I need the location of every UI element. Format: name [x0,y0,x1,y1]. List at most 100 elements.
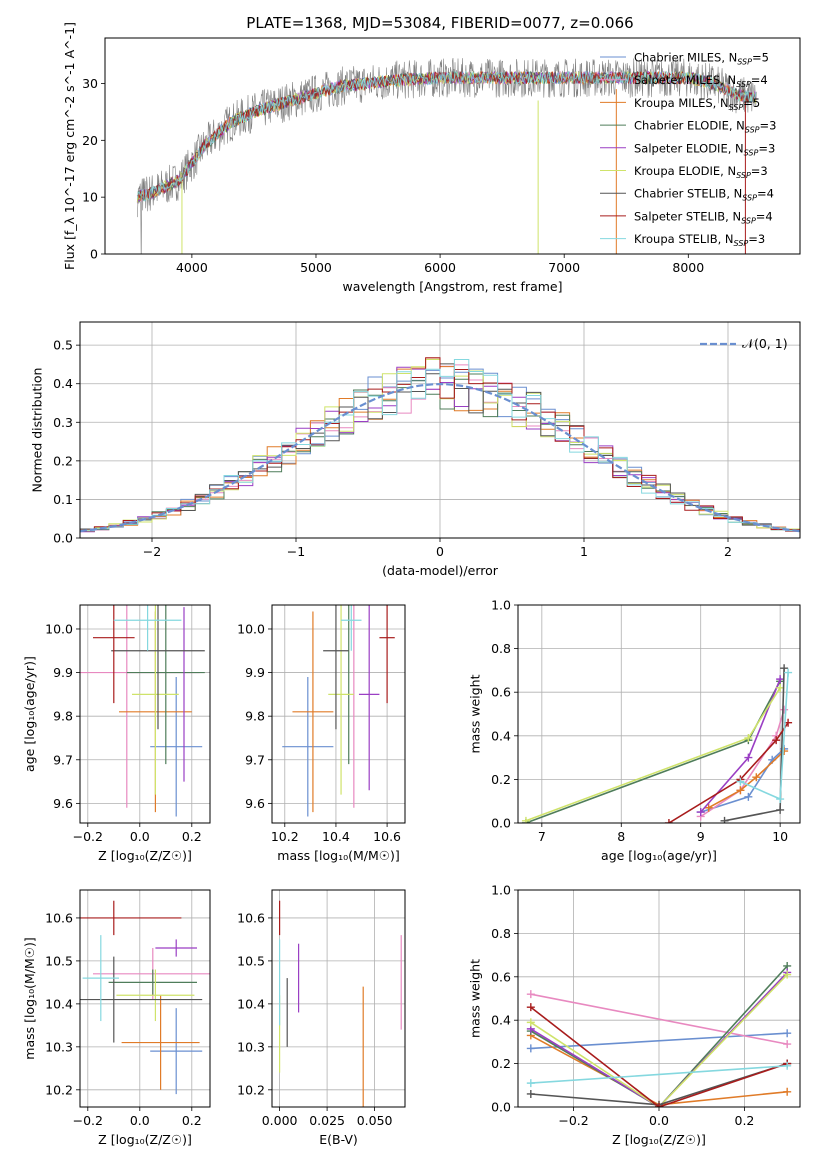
residuals-y-tick-label: 0.3 [53,415,73,430]
residual-histograms [80,357,800,534]
gaussian-legend-label: 𝒩(0, 1) [742,336,788,351]
residuals-x-tick-label: −2 [143,544,161,559]
weight_vs_Z-lines [526,961,792,1107]
weight-line [708,750,785,809]
weight_vs_Z-x-label: Z [log₁₀(Z/Z☉)] [612,1132,706,1147]
spectrum-y-tick-label: 10 [82,190,98,205]
age_vs_mass-x-tick-label: 10.6 [373,829,401,844]
mass_vs_EBV-x-label: E(B-V) [319,1132,358,1147]
weight-point [664,819,673,823]
weight_vs_age-x-tick-label: 10 [772,829,788,844]
residuals-frame [79,321,801,539]
weight_vs_Z-y-tick-label: 0.8 [491,926,511,941]
legend-label: Salpeter STELIB, NSSP=4 [634,209,773,225]
mass_vs_EBV-axes: 0.000 0.025 0.050 10.2 10.3 10.4 10.5 10.6 E(B-V… [237,890,405,1147]
mass_vs_Z-x-tick-label: 0.2 [182,1113,202,1128]
weight-point [780,664,789,673]
weight_vs_age-x-tick-label: 8 [617,829,625,844]
age_vs_Z-axes: −0.2 0.0 0.2 9.6 9.7 9.8 9.9 10.0 Z [log₁₀(Z/Z☉)… [22,605,210,863]
spectrum-x-tick-label: 7000 [548,260,580,275]
age_vs_Z-y-tick-label: 9.9 [53,665,73,680]
residuals-y-tick-label: 0.4 [53,376,73,391]
age_vs_mass-y-tick-label: 9.8 [245,709,265,724]
legend-label: Kroupa STELIB, NSSP=3 [634,232,765,248]
residual-histogram [80,357,800,534]
weight-point [526,1018,535,1027]
residuals-x-tick-label: 1 [580,544,588,559]
age_vs_mass-axes: 10.2 10.4 10.6 9.6 9.7 9.8 9.9 10.0 mass [log₁₀(… [237,605,405,863]
weight-line [530,1006,788,1107]
weight-line [525,680,781,823]
mass_vs_Z-y-tick-label: 10.6 [45,910,73,925]
weight_vs_Z-x-tick-label: 0.0 [649,1113,669,1128]
age_vs_mass-y-tick-label: 10.0 [237,621,265,636]
weight_vs_Z-y-tick-label: 0.6 [491,969,511,984]
age_vs_Z-x-tick-label: 0.2 [182,829,202,844]
age_vs_Z-y-tick-label: 9.7 [53,752,73,767]
weight-point [776,795,785,804]
weight_vs_Z-x-tick-label: −0.2 [558,1113,588,1128]
residuals-x-tick-label: 0 [436,544,444,559]
weight_vs_age-x-tick-label: 7 [538,829,546,844]
weight-line [530,974,788,1107]
weight-point [776,675,785,684]
age_vs_mass-x-tick-label: 10.2 [271,829,299,844]
age_vs_Z-errorbars [80,605,205,817]
weight_vs_age-y-tick-label: 0.8 [491,641,511,656]
weight-point [655,1103,663,1107]
legend-label: Chabrier MILES, NSSP=5 [634,51,769,67]
mass_vs_EBV-x-tick-label: 0.000 [262,1113,298,1128]
weight-point [783,970,792,979]
age_vs_Z-y-tick-label: 10.0 [45,621,73,636]
weight-point [744,792,753,801]
mass_vs_EBV-y-tick-label: 10.3 [237,1039,265,1054]
residuals-axes: −2 −1 0 1 2 0.0 0.1 0.2 0.3 0.4 0.5 (data-model)/er… [30,322,800,578]
weight-line [530,993,788,1045]
mass_vs_Z-y-label: mass [log₁₀(M/M☉)] [22,937,37,1059]
weight-line [530,971,788,1107]
age_vs_mass-y-tick-label: 9.7 [245,752,265,767]
weight_vs_age-y-tick-label: 1.0 [491,598,511,613]
spectrum-legend: Chabrier MILES, NSSP=5 Salpeter MILES, NS… [600,51,776,248]
weight_vs_age-frame [517,604,801,824]
mass_vs_EBV-x-tick-label: 0.025 [309,1113,345,1128]
residuals-y-tick-label: 0.0 [53,531,73,546]
residual-histogram [80,359,800,534]
age_vs_Z-y-label: age [log₁₀(age/yr)] [22,656,37,772]
weight-line [530,965,788,1107]
weight_vs_age-x-tick-label: 9 [697,829,705,844]
weight_vs_Z-y-tick-label: 0.4 [491,1013,511,1028]
mass_vs_Z-x-label: Z [log₁₀(Z/Z☉)] [98,1132,192,1147]
weight-point [744,753,753,762]
mass_vs_Z-y-tick-label: 10.2 [45,1082,73,1097]
weight-line [525,687,781,822]
weight-point [526,1003,535,1012]
mass_vs_Z-errorbars [80,900,210,1095]
mass_vs_Z-x-tick-label: −0.2 [73,1113,103,1128]
mass_vs_Z-y-tick-label: 10.5 [45,953,73,968]
residuals-y-label: Normed distribution [30,368,45,493]
age_vs_Z-x-tick-label: −0.2 [73,829,103,844]
age_vs_Z-y-tick-label: 9.8 [53,709,73,724]
weight-point [526,1089,535,1098]
spectrum-x-tick-label: 4000 [176,260,208,275]
spectrum-y-tick-label: 20 [82,133,98,148]
weight_vs_Z-y-tick-label: 0.2 [491,1056,511,1071]
age_vs_mass-x-label: mass [log₁₀(M/M☉)] [277,848,399,863]
weight-point [704,803,713,812]
residuals-y-tick-label: 0.5 [53,338,73,353]
residuals-x-label: (data-model)/error [382,563,499,578]
weight-point [784,668,793,677]
spectrum-y-tick-label: 0 [90,247,98,262]
mass_vs_Z-y-tick-label: 10.4 [45,996,73,1011]
weight-point [772,736,781,745]
spectrum-lines [136,57,757,254]
weight-point [783,1040,792,1049]
age_vs_Z-y-tick-label: 9.6 [53,796,73,811]
weight-point [736,777,745,786]
weight-line [700,709,785,818]
residuals-x-tick-label: 2 [724,544,732,559]
weight-point [526,1044,535,1053]
mass_vs_EBV-y-tick-label: 10.4 [237,996,265,1011]
